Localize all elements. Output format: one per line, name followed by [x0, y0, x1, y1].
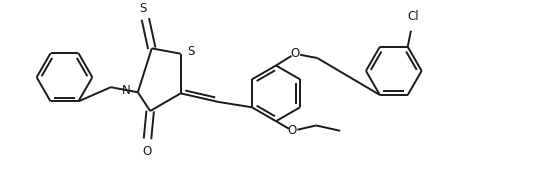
Text: N: N	[121, 84, 130, 97]
Text: S: S	[140, 2, 147, 15]
Text: O: O	[143, 145, 152, 158]
Text: O: O	[288, 124, 296, 137]
Text: O: O	[290, 47, 299, 60]
Text: Cl: Cl	[407, 10, 419, 23]
Text: S: S	[187, 45, 194, 58]
